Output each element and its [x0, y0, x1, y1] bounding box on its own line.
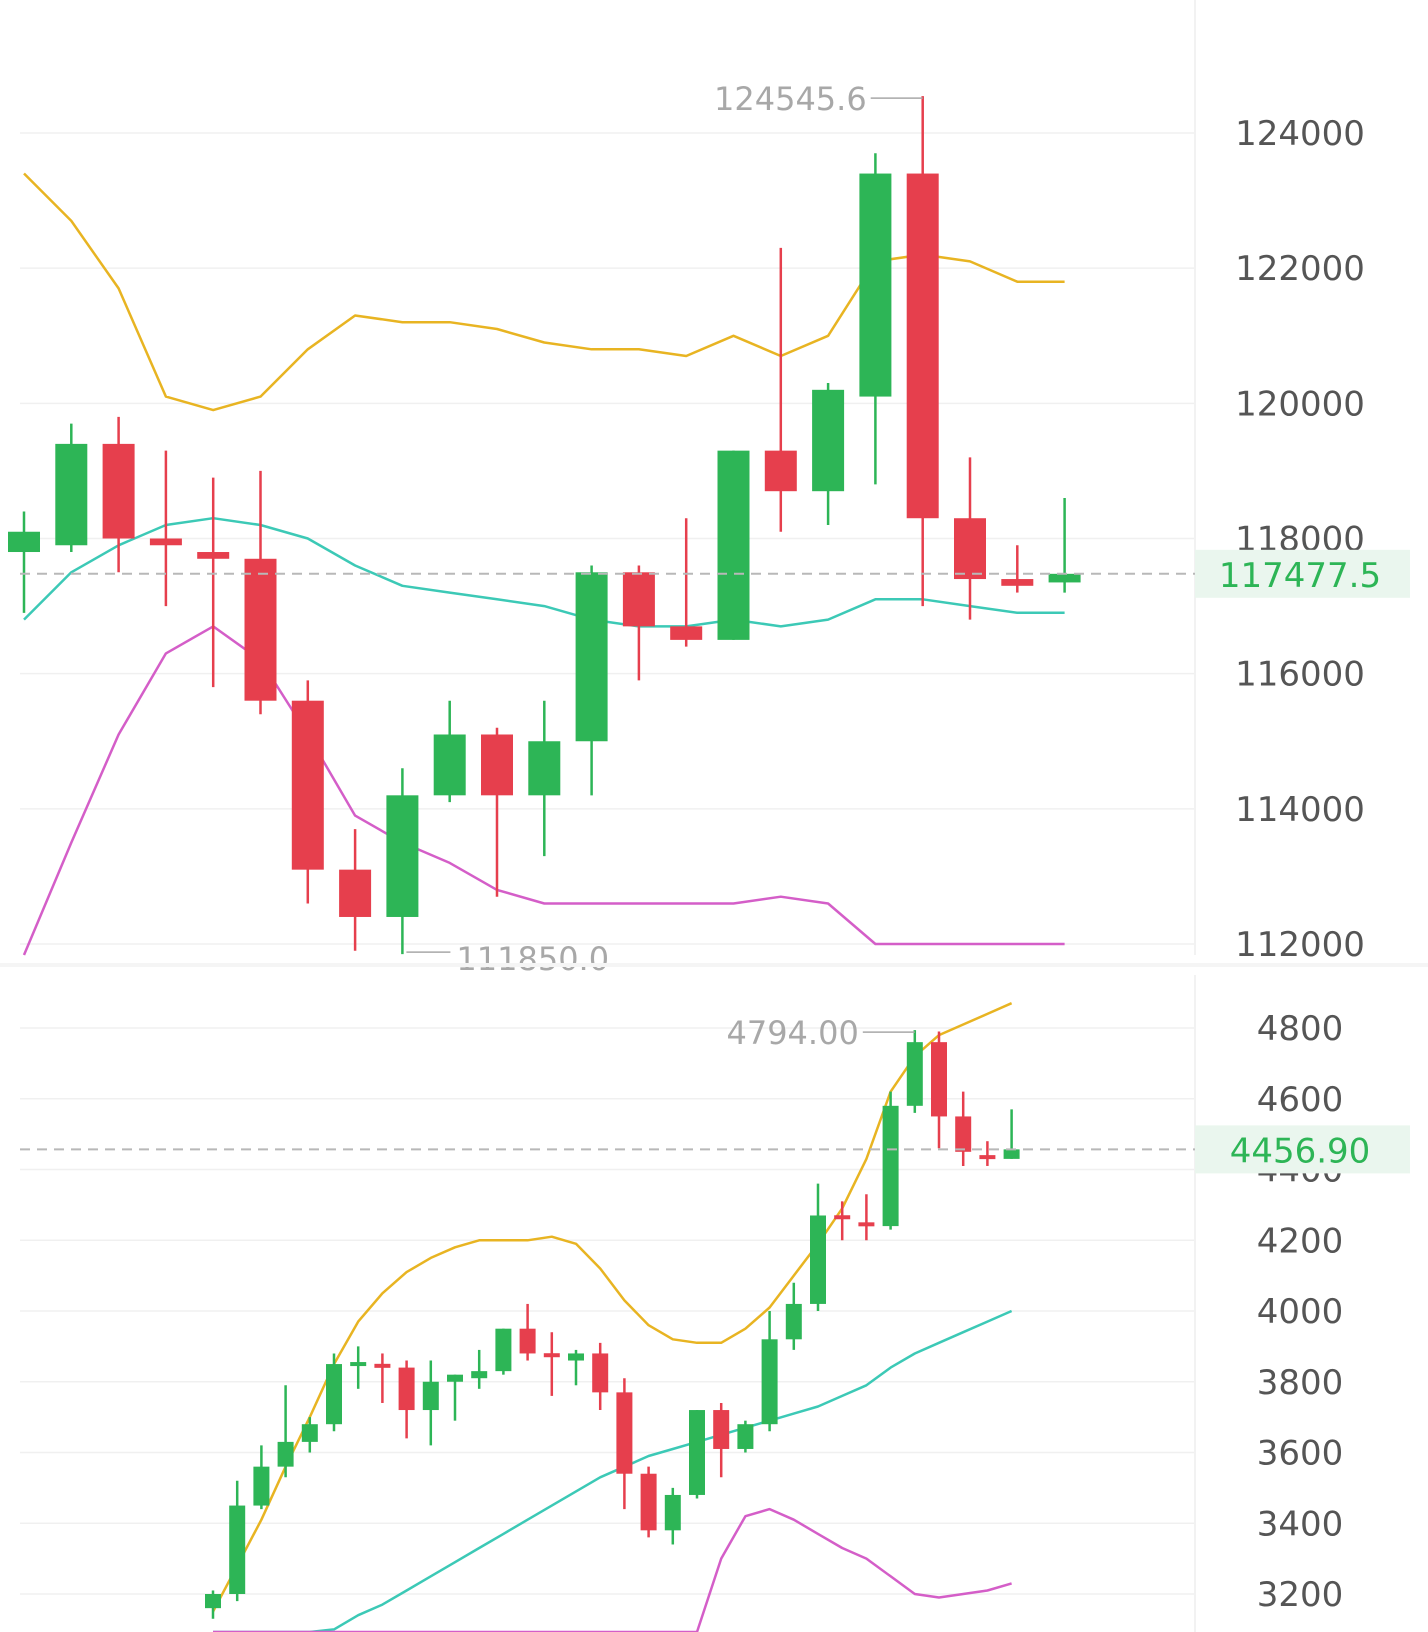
- candle-body-up: [326, 1364, 342, 1425]
- candle-body-up: [495, 1328, 512, 1372]
- candle-body-up: [575, 572, 608, 742]
- y-tick-label: 3600: [1257, 1434, 1344, 1474]
- candle-body-down: [398, 1367, 415, 1411]
- candle-body-down: [481, 734, 513, 796]
- y-tick-label: 4000: [1257, 1292, 1344, 1332]
- candle-body-down: [640, 1473, 657, 1531]
- candle-body-down: [954, 518, 986, 580]
- candle-body-up: [717, 450, 750, 640]
- candle-body-down: [979, 1155, 996, 1160]
- candle-body-down: [102, 443, 135, 539]
- candle-body-up: [785, 1303, 802, 1340]
- candle-body-down: [616, 1392, 633, 1474]
- candle-body-down: [519, 1328, 536, 1354]
- last-price-label: 117477.5: [1219, 556, 1381, 596]
- candle-body-down: [339, 869, 372, 917]
- candle-body-down: [858, 1222, 875, 1227]
- candle-body-up: [205, 1594, 221, 1609]
- y-tick-label: 3400: [1257, 1504, 1344, 1544]
- candle-body-up: [528, 741, 561, 796]
- candle-body-up: [433, 734, 466, 796]
- y-tick-label: 3800: [1257, 1363, 1344, 1403]
- y-tick-label: 4600: [1257, 1080, 1344, 1120]
- candle-body-down: [197, 552, 230, 559]
- y-tick-label: 120000: [1235, 384, 1365, 424]
- candle-body-up: [1003, 1149, 1020, 1159]
- candle-body-down: [244, 558, 277, 701]
- candle-body-down: [906, 173, 939, 519]
- candle-body-down: [713, 1410, 730, 1449]
- upper-band-line: [211, 1002, 1013, 1613]
- candle-body-up: [301, 1424, 318, 1442]
- candle-body-up: [906, 1042, 923, 1106]
- y-tick-label: 116000: [1235, 655, 1365, 695]
- min-price-label: 111850.0: [456, 940, 609, 978]
- candle-body-up: [737, 1424, 754, 1449]
- candle-body-down: [834, 1215, 851, 1220]
- candle-body-down: [1001, 579, 1034, 586]
- last-price-badge: [1195, 1125, 1410, 1174]
- candle-body-up: [229, 1505, 246, 1594]
- middle-band-line: [213, 1309, 1013, 1632]
- candle-body-up: [882, 1105, 899, 1227]
- y-tick-label: 114000: [1235, 790, 1365, 830]
- candle-body-up: [1048, 573, 1081, 583]
- candle-body-up: [810, 1215, 826, 1304]
- candle-body-up: [386, 795, 419, 917]
- candle-body-up: [471, 1371, 488, 1379]
- candle-body-up: [55, 443, 88, 546]
- max-price-label: 124545.6: [714, 80, 867, 118]
- candle-body-up: [664, 1494, 681, 1531]
- candle-body-down: [622, 572, 655, 627]
- lower-band-line: [213, 1507, 1012, 1632]
- candle-body-down: [592, 1353, 609, 1393]
- candle-body-down: [955, 1116, 972, 1152]
- candle-body-up: [447, 1374, 463, 1382]
- candle-body-up: [568, 1353, 584, 1361]
- max-price-label: 4794.00: [726, 1014, 858, 1052]
- candle-body-up: [761, 1339, 778, 1425]
- candle-body-up: [859, 173, 892, 397]
- candle-body-down: [764, 450, 797, 492]
- y-tick-label: 4800: [1257, 1009, 1344, 1049]
- last-price-badge: [1195, 549, 1410, 598]
- candle-body-down: [543, 1353, 560, 1358]
- candle-body-down: [931, 1042, 947, 1117]
- candle-body-down: [670, 626, 703, 640]
- y-tick-label: 112000: [1235, 925, 1365, 965]
- candle-body-up: [350, 1362, 367, 1367]
- candle-body-up: [253, 1466, 270, 1506]
- candle-body-down: [291, 700, 324, 870]
- candle-body-up: [277, 1441, 294, 1467]
- candle-body-down: [374, 1363, 391, 1368]
- last-price-label: 4456.90: [1230, 1131, 1371, 1171]
- middle-band-line: [23, 516, 1065, 628]
- candle-body-up: [8, 531, 40, 553]
- candle-body-down: [149, 538, 182, 546]
- lower-band-line: [22, 625, 1065, 956]
- y-tick-label: 124000: [1235, 114, 1365, 154]
- y-tick-label: 4200: [1257, 1221, 1344, 1261]
- candle-body-up: [812, 389, 845, 492]
- y-tick-label: 3200: [1257, 1575, 1344, 1615]
- candle-body-up: [422, 1381, 439, 1411]
- candle-body-up: [689, 1410, 705, 1495]
- y-tick-label: 122000: [1235, 249, 1365, 289]
